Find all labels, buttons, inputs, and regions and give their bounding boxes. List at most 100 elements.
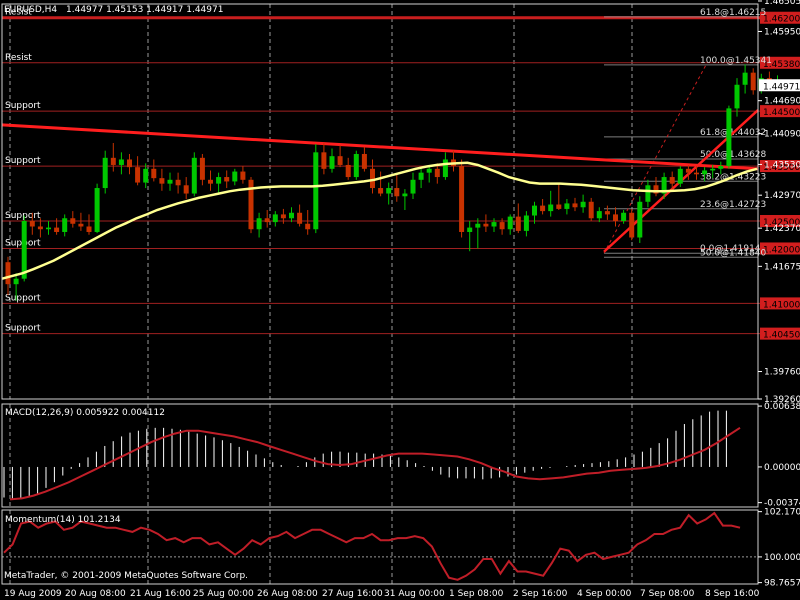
moving-average-line: [1, 161, 758, 280]
bull-candle: [216, 177, 222, 184]
bull-candle: [272, 214, 278, 223]
level-price-text: 1.43500: [763, 163, 800, 173]
descending-trendline: [1, 123, 759, 171]
bear-candle: [110, 157, 116, 165]
bull-candle: [580, 201, 586, 208]
bear-candle: [199, 157, 205, 180]
bull-candle: [564, 203, 570, 209]
bull-candle: [402, 193, 408, 197]
x-axis-tick-label: 20 Aug 08:00: [65, 589, 126, 599]
momentum-axis-tick-label: 102.1707: [764, 508, 800, 518]
level-price-badge: [760, 327, 800, 340]
moving-average-layer: [1, 161, 758, 280]
copyright-text: MetaTrader, © 2001-2009 MetaQuotes Softw…: [4, 571, 248, 581]
bull-candle: [329, 156, 335, 169]
bear-candle: [159, 178, 165, 184]
bull-candle: [167, 179, 173, 184]
level-label: Support: [5, 156, 41, 166]
bear-candle: [240, 171, 246, 180]
level-price-badge: [760, 215, 800, 228]
bear-candle: [248, 179, 254, 230]
bear-candle: [540, 205, 546, 212]
bear-candle: [378, 188, 384, 194]
bear-candle: [483, 223, 489, 227]
bull-candle: [596, 211, 602, 219]
macd-layer: [3, 410, 741, 501]
momentum-line: [3, 511, 741, 581]
bear-candle: [629, 212, 635, 238]
bear-candle: [135, 167, 141, 183]
panel-frame: [1, 509, 759, 585]
level-price-badge: [760, 11, 800, 24]
fib-level-label: 50.0@1.43628: [700, 150, 767, 160]
bull-candle: [734, 84, 740, 109]
bear-candle: [78, 223, 84, 227]
bear-candle: [345, 164, 351, 178]
bear-candle: [653, 185, 659, 194]
bull-candle: [256, 218, 262, 230]
fib-level-label: 61.8@1.46215: [700, 8, 766, 18]
current-price-badge: [759, 79, 800, 92]
bull-candle: [46, 227, 51, 230]
bull-candle: [548, 204, 554, 212]
bear-candle: [305, 223, 311, 230]
x-axis-tick-label: 1 Sep 08:00: [449, 589, 504, 599]
bear-candle: [370, 168, 375, 189]
panel-frame: [1, 403, 759, 508]
panel-frame: [1, 3, 759, 400]
bull-candle: [353, 153, 359, 178]
bull-candle: [118, 159, 124, 165]
level-label: Support: [5, 324, 41, 334]
x-axis-tick-label: 8 Sep 16:00: [705, 589, 760, 599]
bear-candle: [394, 188, 400, 197]
panel-frames: [1, 3, 759, 585]
bear-candle: [434, 168, 440, 178]
x-axis-tick-label: 19 Aug 2009: [4, 589, 62, 599]
bear-candle: [685, 168, 691, 173]
ohlc-readout: 1.44977 1.45153 1.44917 1.44971: [66, 5, 223, 15]
momentum-axis-tick-label: 98.7657: [764, 579, 800, 589]
bull-candle: [418, 172, 424, 180]
bear-candle: [151, 168, 157, 179]
y-axis-tick-label: 1.43530: [764, 160, 800, 170]
bear-candle: [183, 185, 189, 194]
bull-candle: [645, 185, 651, 202]
bull-candle: [742, 72, 748, 85]
y-axis-tick-label: 1.44090: [764, 130, 800, 140]
bull-candle: [491, 222, 497, 227]
level-price-text: 1.44500: [763, 108, 800, 118]
bull-candle: [289, 212, 294, 219]
x-axis-tick-label: 21 Aug 16:00: [130, 589, 191, 599]
y-axis-tick-label: 1.44690: [764, 97, 800, 107]
x-axis-tick-label: 2 Sep 16:00: [513, 589, 568, 599]
fib-level-label: 50.0@1.41840: [700, 248, 767, 258]
level-price-badge: [760, 56, 800, 69]
x-axis-tick-label: 31 Aug 00:00: [384, 589, 445, 599]
bear-candle: [361, 153, 367, 169]
level-label: Support: [5, 101, 41, 111]
bear-candle: [54, 227, 60, 232]
y-axis-tick-label: 1.46505: [764, 0, 800, 7]
level-label: Resist: [5, 53, 32, 63]
bear-candle: [264, 218, 270, 223]
bull-candle: [386, 188, 392, 194]
bull-candle: [94, 188, 100, 232]
bear-candle: [321, 152, 327, 169]
y-axis-tick-label: 1.42370: [764, 224, 800, 234]
level-label: Support: [5, 293, 41, 303]
fib-level-label: 23.6@1.42723: [700, 200, 766, 210]
chart-title: EURUSD,H4: [4, 5, 57, 15]
x-axis-tick-label: 7 Sep 08:00: [640, 589, 695, 599]
macd-signal-line: [9, 426, 741, 501]
bear-candle: [208, 179, 213, 184]
bear-candle: [459, 166, 465, 232]
bull-candle: [426, 168, 432, 173]
bull-candle: [677, 168, 683, 184]
bull-candle: [702, 170, 708, 175]
bear-candle: [669, 177, 675, 184]
bull-candle: [637, 201, 643, 238]
x-axis-tick-label: 27 Aug 16:00: [322, 589, 383, 599]
bear-candle: [29, 221, 35, 227]
x-axis-tick-label: 4 Sep 00:00: [577, 589, 632, 599]
